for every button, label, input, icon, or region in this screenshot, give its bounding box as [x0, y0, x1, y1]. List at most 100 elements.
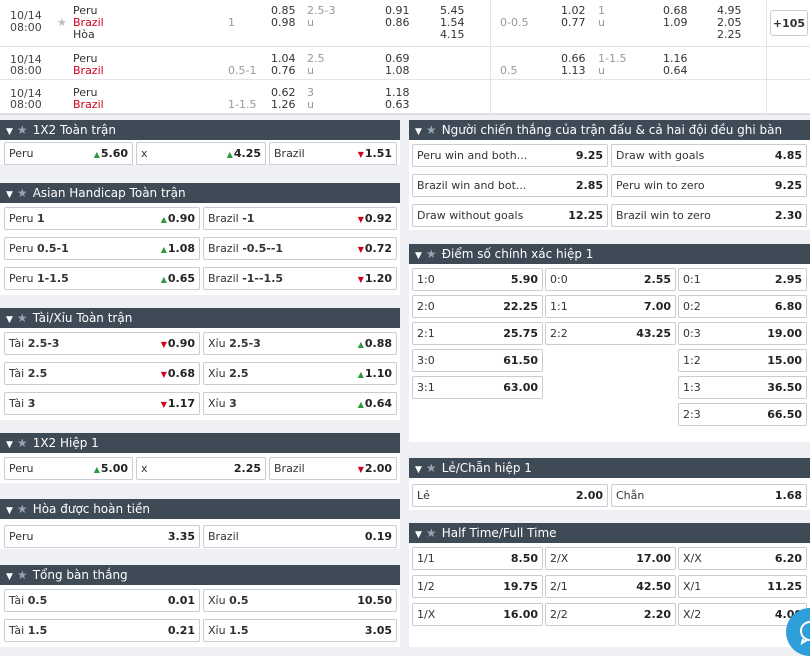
- star-icon[interactable]: ★: [425, 526, 437, 540]
- odds-cell[interactable]: 1/2 19.75: [412, 575, 543, 598]
- over-odds[interactable]: 0.69: [385, 52, 410, 65]
- panel-header[interactable]: ▼ ★ Người chiến thắng của trận đấu & cả ha…: [409, 120, 810, 140]
- star-icon[interactable]: ★: [16, 186, 28, 200]
- caret-down-icon[interactable]: ▼: [415, 127, 422, 137]
- hdp-home-odds[interactable]: 0.85: [271, 4, 296, 17]
- match-row[interactable]: 10/14 08:00 ★ Peru Brazil Hòa 1 0.85 2.5…: [0, 0, 810, 47]
- odds-cell[interactable]: Draw with goals 4.85: [611, 144, 807, 167]
- odds-cell[interactable]: Tài 1.5 0.21: [4, 619, 200, 642]
- odds-cell[interactable]: Xỉu 0.5 10.50: [203, 589, 397, 612]
- h1-over-odds[interactable]: 1.16: [663, 52, 688, 65]
- h1-1x2-away-odds[interactable]: 2.05: [717, 16, 742, 29]
- hdp-away-odds[interactable]: 0.76: [271, 64, 296, 77]
- odds-cell[interactable]: Tài 0.5 0.01: [4, 589, 200, 612]
- panel-header[interactable]: ▼ ★ 1X2 Toàn trận: [0, 120, 400, 140]
- odds-cell[interactable]: Brazil -1--1.5 ▼1.20: [203, 267, 397, 290]
- caret-down-icon[interactable]: ▼: [6, 506, 13, 516]
- odds-cell[interactable]: Chẵn 1.68: [611, 484, 807, 507]
- odds-cell[interactable]: 2/1 42.50: [545, 575, 676, 598]
- caret-down-icon[interactable]: ▼: [6, 127, 13, 137]
- odds-cell[interactable]: Brazil 0.19: [203, 525, 397, 548]
- odds-cell[interactable]: 2:3 66.50: [678, 403, 807, 426]
- odds-cell[interactable]: Draw without goals 12.25: [412, 204, 608, 227]
- 1x2-away-odds[interactable]: 1.54: [440, 16, 465, 29]
- odds-cell[interactable]: 3:0 61.50: [412, 349, 543, 372]
- odds-cell[interactable]: Lẻ 2.00: [412, 484, 608, 507]
- odds-cell[interactable]: Tài 3 ▼1.17: [4, 392, 200, 415]
- more-markets-button[interactable]: +105: [770, 10, 808, 36]
- match-row[interactable]: 10/14 08:00 Peru Brazil 1-1.5 0.62 3 1.2…: [0, 80, 810, 114]
- odds-cell[interactable]: x ▲4.25: [136, 142, 266, 165]
- odds-cell[interactable]: 1/X 16.00: [412, 603, 543, 626]
- odds-cell[interactable]: Peru 1 ▲0.90: [4, 207, 200, 230]
- odds-cell[interactable]: Xỉu 1.5 3.05: [203, 619, 397, 642]
- panel-header[interactable]: ▼ ★ 1X2 Hiệp 1: [0, 433, 400, 453]
- odds-cell[interactable]: 1:1 7.00: [545, 295, 676, 318]
- odds-cell[interactable]: 2/X 17.00: [545, 547, 676, 570]
- h1-under-odds[interactable]: 0.64: [663, 64, 688, 77]
- h1-1x2-home-odds[interactable]: 4.95: [717, 4, 742, 17]
- h1-under-odds[interactable]: 1.09: [663, 16, 688, 29]
- panel-header[interactable]: ▼ ★ Half Time/Full Time: [409, 523, 810, 543]
- star-icon[interactable]: ★: [16, 436, 28, 450]
- panel-header[interactable]: ▼ ★ Hòa được hoàn tiền: [0, 499, 400, 519]
- star-icon[interactable]: ★: [16, 502, 28, 516]
- odds-cell[interactable]: 2:0 22.25: [412, 295, 543, 318]
- odds-cell[interactable]: Tài 2.5 ▼0.68: [4, 362, 200, 385]
- odds-cell[interactable]: 3:1 63.00: [412, 376, 543, 399]
- h1-hdp-home-odds[interactable]: 0.66: [561, 52, 586, 65]
- panel-header[interactable]: ▼ ★ Tài/Xỉu Toàn trận: [0, 308, 400, 328]
- star-icon[interactable]: ★: [16, 123, 28, 137]
- odds-cell[interactable]: Peru 0.5-1 ▲1.08: [4, 237, 200, 260]
- caret-down-icon[interactable]: ▼: [415, 465, 422, 475]
- odds-cell[interactable]: Peru ▲5.60: [4, 142, 133, 165]
- over-odds[interactable]: 0.91: [385, 4, 410, 17]
- star-icon[interactable]: ★: [425, 247, 437, 261]
- hdp-away-odds[interactable]: 0.98: [271, 16, 296, 29]
- odds-cell[interactable]: Brazil win to zero 2.30: [611, 204, 807, 227]
- odds-cell[interactable]: 1:0 5.90: [412, 268, 543, 291]
- odds-cell[interactable]: Peru win and both... 9.25: [412, 144, 608, 167]
- odds-cell[interactable]: X/X 6.20: [678, 547, 807, 570]
- panel-header[interactable]: ▼ ★ Lẻ/Chẵn hiệp 1: [409, 458, 810, 478]
- panel-header[interactable]: ▼ ★ Asian Handicap Toàn trận: [0, 183, 400, 203]
- caret-down-icon[interactable]: ▼: [6, 315, 13, 325]
- odds-cell[interactable]: Brazil ▼1.51: [269, 142, 397, 165]
- odds-cell[interactable]: Peru 3.35: [4, 525, 200, 548]
- star-icon[interactable]: ★: [16, 311, 28, 325]
- panel-header[interactable]: ▼ ★ Điểm số chính xác hiệp 1: [409, 244, 810, 264]
- hdp-home-odds[interactable]: 0.62: [271, 86, 296, 99]
- panel-header[interactable]: ▼ ★ Tổng bàn thắng: [0, 565, 400, 585]
- h1-over-odds[interactable]: 0.68: [663, 4, 688, 17]
- odds-cell[interactable]: Brazil -0.5--1 ▼0.72: [203, 237, 397, 260]
- odds-cell[interactable]: 0:2 6.80: [678, 295, 807, 318]
- odds-cell[interactable]: Peru ▲5.00: [4, 457, 133, 480]
- under-odds[interactable]: 1.08: [385, 64, 410, 77]
- odds-cell[interactable]: Xỉu 3 ▲0.64: [203, 392, 397, 415]
- odds-cell[interactable]: Brazil ▼2.00: [269, 457, 397, 480]
- odds-cell[interactable]: Tài 2.5-3 ▼0.90: [4, 332, 200, 355]
- h1-hdp-away-odds[interactable]: 0.77: [561, 16, 586, 29]
- hdp-away-odds[interactable]: 1.26: [271, 98, 296, 111]
- odds-cell[interactable]: Brazil win and bot... 2.85: [412, 174, 608, 197]
- match-row[interactable]: 10/14 08:00 Peru Brazil 0.5-1 1.04 2.5 0…: [0, 47, 810, 80]
- odds-cell[interactable]: x 2.25: [136, 457, 266, 480]
- under-odds[interactable]: 0.86: [385, 16, 410, 29]
- odds-cell[interactable]: Peru 1-1.5 ▲0.65: [4, 267, 200, 290]
- odds-cell[interactable]: Brazil -1 ▼0.92: [203, 207, 397, 230]
- odds-cell[interactable]: 2:2 43.25: [545, 322, 676, 345]
- star-icon[interactable]: ★: [16, 568, 28, 582]
- caret-down-icon[interactable]: ▼: [415, 530, 422, 540]
- caret-down-icon[interactable]: ▼: [6, 572, 13, 582]
- 1x2-home-odds[interactable]: 5.45: [440, 4, 465, 17]
- odds-cell[interactable]: 1/1 8.50: [412, 547, 543, 570]
- odds-cell[interactable]: X/1 11.25: [678, 575, 807, 598]
- star-icon[interactable]: ★: [425, 461, 437, 475]
- favorite-star-icon[interactable]: ★: [57, 16, 67, 29]
- odds-cell[interactable]: 1:3 36.50: [678, 376, 807, 399]
- caret-down-icon[interactable]: ▼: [6, 190, 13, 200]
- star-icon[interactable]: ★: [425, 123, 437, 137]
- 1x2-draw-odds[interactable]: 4.15: [440, 28, 465, 41]
- h1-1x2-draw-odds[interactable]: 2.25: [717, 28, 742, 41]
- odds-cell[interactable]: 0:1 2.95: [678, 268, 807, 291]
